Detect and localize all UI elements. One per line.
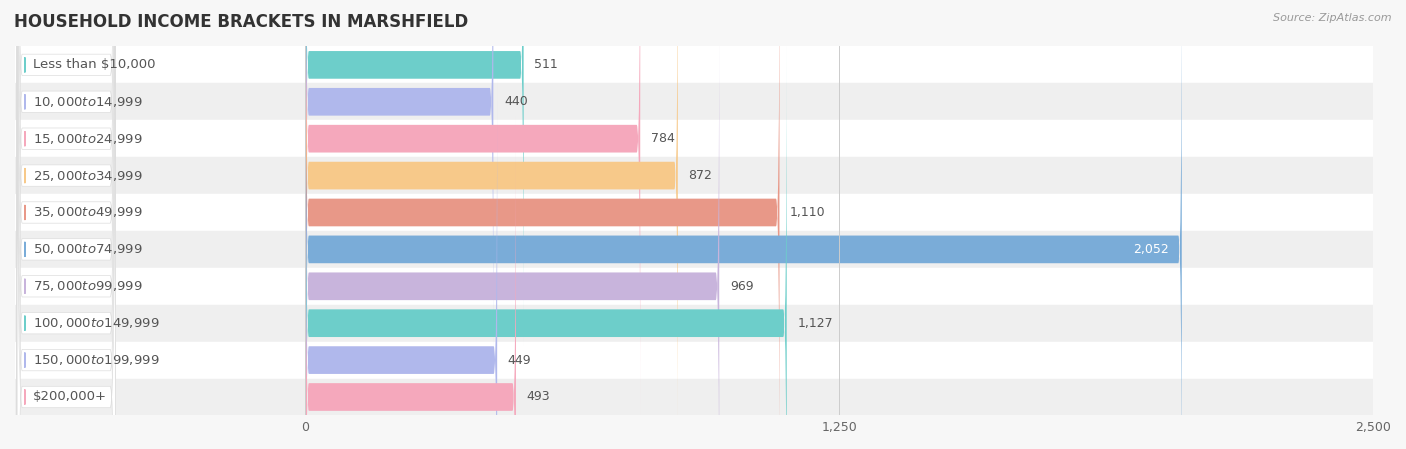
FancyBboxPatch shape <box>305 79 498 449</box>
Text: 2,052: 2,052 <box>1133 243 1168 256</box>
Text: $15,000 to $24,999: $15,000 to $24,999 <box>34 132 143 145</box>
FancyBboxPatch shape <box>17 0 115 449</box>
Bar <box>305 88 494 115</box>
Text: $200,000+: $200,000+ <box>34 391 107 404</box>
Bar <box>305 52 523 78</box>
Bar <box>15 157 1374 194</box>
FancyBboxPatch shape <box>305 0 494 383</box>
FancyBboxPatch shape <box>17 0 115 449</box>
Text: $50,000 to $74,999: $50,000 to $74,999 <box>34 242 143 256</box>
FancyBboxPatch shape <box>17 0 115 449</box>
FancyBboxPatch shape <box>305 0 1182 449</box>
Bar <box>15 305 1374 342</box>
Text: 784: 784 <box>651 132 675 145</box>
Text: 969: 969 <box>730 280 754 293</box>
FancyBboxPatch shape <box>305 0 640 420</box>
Bar <box>15 120 1374 157</box>
Text: Less than $10,000: Less than $10,000 <box>34 58 156 71</box>
FancyBboxPatch shape <box>305 0 678 449</box>
FancyBboxPatch shape <box>305 0 523 346</box>
FancyBboxPatch shape <box>17 0 115 449</box>
Text: $75,000 to $99,999: $75,000 to $99,999 <box>34 279 143 293</box>
Bar <box>15 194 1374 231</box>
Bar <box>15 231 1374 268</box>
Bar <box>305 384 516 410</box>
Text: $150,000 to $199,999: $150,000 to $199,999 <box>34 353 160 367</box>
Text: $25,000 to $34,999: $25,000 to $34,999 <box>34 168 143 183</box>
FancyBboxPatch shape <box>17 0 115 449</box>
Text: Source: ZipAtlas.com: Source: ZipAtlas.com <box>1274 13 1392 23</box>
FancyBboxPatch shape <box>305 42 787 449</box>
Bar <box>15 379 1374 415</box>
Bar <box>305 199 779 226</box>
Text: $35,000 to $49,999: $35,000 to $49,999 <box>34 206 143 220</box>
Text: 1,127: 1,127 <box>797 317 832 330</box>
Bar <box>15 268 1374 305</box>
FancyBboxPatch shape <box>17 0 115 449</box>
Text: 440: 440 <box>503 95 527 108</box>
Bar <box>305 236 1181 263</box>
Text: 1,110: 1,110 <box>790 206 825 219</box>
Bar <box>305 310 787 336</box>
FancyBboxPatch shape <box>17 0 115 449</box>
Bar <box>305 347 498 374</box>
FancyBboxPatch shape <box>17 0 115 449</box>
Text: $100,000 to $149,999: $100,000 to $149,999 <box>34 316 160 330</box>
FancyBboxPatch shape <box>17 0 115 449</box>
Bar <box>15 84 1374 120</box>
Bar <box>305 125 640 152</box>
Text: HOUSEHOLD INCOME BRACKETS IN MARSHFIELD: HOUSEHOLD INCOME BRACKETS IN MARSHFIELD <box>14 13 468 31</box>
FancyBboxPatch shape <box>305 0 779 449</box>
Bar <box>15 342 1374 379</box>
FancyBboxPatch shape <box>17 0 115 449</box>
FancyBboxPatch shape <box>305 5 720 449</box>
Bar <box>305 162 678 189</box>
Bar <box>305 273 720 299</box>
Text: 493: 493 <box>527 391 550 404</box>
Text: 449: 449 <box>508 354 531 366</box>
Text: 872: 872 <box>689 169 713 182</box>
Bar <box>15 46 1374 84</box>
Text: $10,000 to $14,999: $10,000 to $14,999 <box>34 95 143 109</box>
Text: 511: 511 <box>534 58 558 71</box>
FancyBboxPatch shape <box>305 116 516 449</box>
